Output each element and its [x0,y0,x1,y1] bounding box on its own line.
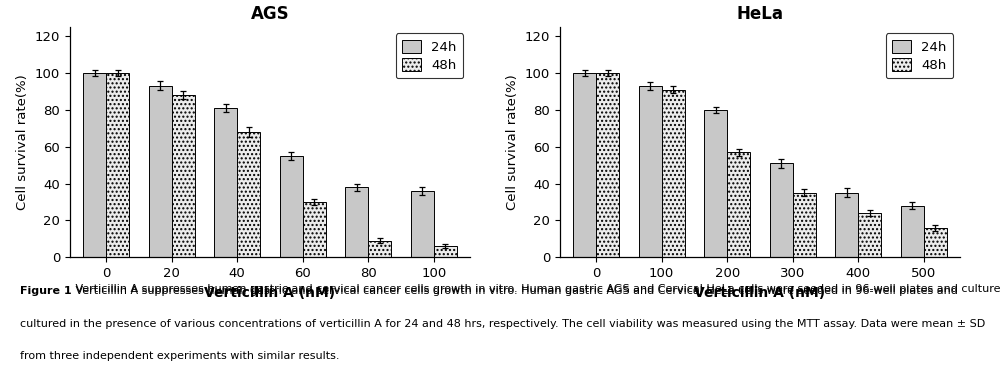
Bar [858,213,881,257]
Bar [901,206,924,257]
Legend: 24h, 48h: 24h, 48h [886,33,953,78]
Bar [280,156,303,257]
Legend: 24h, 48h: 24h, 48h [396,33,463,78]
Y-axis label: Cell survival rate(%): Cell survival rate(%) [16,74,29,210]
Bar [639,86,662,257]
Bar [835,193,858,257]
Title: HeLa: HeLa [736,5,784,23]
X-axis label: Verticillin A (nM): Verticillin A (nM) [694,286,826,300]
Bar [172,95,195,257]
Title: AGS: AGS [251,5,289,23]
Bar [237,132,260,257]
Text: from three independent experiments with similar results.: from three independent experiments with … [20,351,340,361]
Text: Verticillin A suppresses human gastric and cervical cancer cells growth in vitro: Verticillin A suppresses human gastric a… [72,286,958,296]
Text: cultured in the presence of various concentrations of verticillin A for 24 and 4: cultured in the presence of various conc… [20,319,985,329]
Bar [106,73,129,257]
Bar [368,241,391,257]
Bar [345,187,368,257]
Bar [83,73,106,257]
Text: Verticillin A suppresses human gastric and cervical cancer cells growth in vitro: Verticillin A suppresses human gastric a… [72,284,1000,294]
Bar [793,193,816,257]
Bar [303,202,326,257]
X-axis label: Verticillin A (nM): Verticillin A (nM) [204,286,336,300]
Bar [924,228,947,257]
Bar [573,73,596,257]
Text: Figure 1: Figure 1 [20,286,72,296]
Bar [770,163,793,257]
Bar [727,152,750,257]
Bar [411,191,434,257]
Y-axis label: Cell survival rate(%): Cell survival rate(%) [506,74,519,210]
Bar [214,108,237,257]
Bar [434,246,457,257]
Bar [662,89,685,257]
Bar [704,110,727,257]
Bar [149,86,172,257]
Bar [596,73,619,257]
